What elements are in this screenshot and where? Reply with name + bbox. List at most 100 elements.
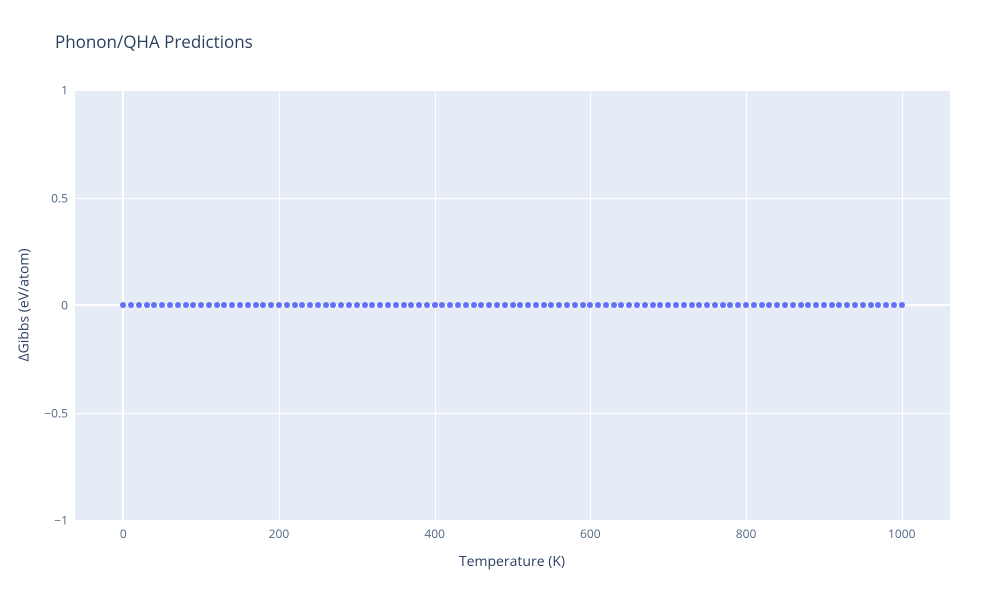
data-marker[interactable] bbox=[712, 302, 718, 308]
data-marker[interactable] bbox=[198, 302, 204, 308]
data-marker[interactable] bbox=[299, 302, 305, 308]
data-marker[interactable] bbox=[580, 302, 586, 308]
data-marker[interactable] bbox=[727, 302, 733, 308]
data-marker[interactable] bbox=[377, 302, 383, 308]
data-marker[interactable] bbox=[642, 302, 648, 308]
data-marker[interactable] bbox=[510, 302, 516, 308]
data-marker[interactable] bbox=[416, 302, 422, 308]
data-marker[interactable] bbox=[307, 302, 313, 308]
data-marker[interactable] bbox=[502, 302, 508, 308]
data-marker[interactable] bbox=[447, 302, 453, 308]
data-marker[interactable] bbox=[720, 302, 726, 308]
data-marker[interactable] bbox=[650, 302, 656, 308]
data-marker[interactable] bbox=[346, 302, 352, 308]
data-marker[interactable] bbox=[587, 302, 593, 308]
data-marker[interactable] bbox=[891, 302, 897, 308]
data-marker[interactable] bbox=[704, 302, 710, 308]
data-marker[interactable] bbox=[439, 302, 445, 308]
data-marker[interactable] bbox=[852, 302, 858, 308]
data-marker[interactable] bbox=[689, 302, 695, 308]
data-marker[interactable] bbox=[541, 302, 547, 308]
data-marker[interactable] bbox=[268, 302, 274, 308]
data-marker[interactable] bbox=[260, 302, 266, 308]
data-marker[interactable] bbox=[175, 302, 181, 308]
data-marker[interactable] bbox=[860, 302, 866, 308]
data-marker[interactable] bbox=[167, 302, 173, 308]
data-marker[interactable] bbox=[681, 302, 687, 308]
data-marker[interactable] bbox=[533, 302, 539, 308]
data-marker[interactable] bbox=[401, 302, 407, 308]
data-marker[interactable] bbox=[471, 302, 477, 308]
data-marker[interactable] bbox=[315, 302, 321, 308]
data-marker[interactable] bbox=[424, 302, 430, 308]
data-marker[interactable] bbox=[393, 302, 399, 308]
data-marker[interactable] bbox=[798, 302, 804, 308]
data-marker[interactable] bbox=[151, 302, 157, 308]
data-marker[interactable] bbox=[836, 302, 842, 308]
data-marker[interactable] bbox=[385, 302, 391, 308]
data-marker[interactable] bbox=[735, 302, 741, 308]
data-marker[interactable] bbox=[120, 302, 126, 308]
data-marker[interactable] bbox=[136, 302, 142, 308]
data-marker[interactable] bbox=[455, 302, 461, 308]
data-marker[interactable] bbox=[813, 302, 819, 308]
data-marker[interactable] bbox=[253, 302, 259, 308]
data-marker[interactable] bbox=[572, 302, 578, 308]
data-marker[interactable] bbox=[486, 302, 492, 308]
data-marker[interactable] bbox=[657, 302, 663, 308]
plot-area[interactable] bbox=[75, 90, 950, 520]
data-marker[interactable] bbox=[829, 302, 835, 308]
data-marker[interactable] bbox=[408, 302, 414, 308]
data-marker[interactable] bbox=[634, 302, 640, 308]
data-marker[interactable] bbox=[556, 302, 562, 308]
data-marker[interactable] bbox=[183, 302, 189, 308]
data-marker[interactable] bbox=[883, 302, 889, 308]
data-marker[interactable] bbox=[805, 302, 811, 308]
data-marker[interactable] bbox=[362, 302, 368, 308]
data-marker[interactable] bbox=[595, 302, 601, 308]
data-marker[interactable] bbox=[432, 302, 438, 308]
data-marker[interactable] bbox=[564, 302, 570, 308]
data-marker[interactable] bbox=[323, 302, 329, 308]
data-marker[interactable] bbox=[611, 302, 617, 308]
data-marker[interactable] bbox=[159, 302, 165, 308]
data-marker[interactable] bbox=[517, 302, 523, 308]
data-marker[interactable] bbox=[284, 302, 290, 308]
data-marker[interactable] bbox=[696, 302, 702, 308]
data-marker[interactable] bbox=[330, 302, 336, 308]
data-marker[interactable] bbox=[190, 302, 196, 308]
data-marker[interactable] bbox=[603, 302, 609, 308]
data-marker[interactable] bbox=[875, 302, 881, 308]
data-marker[interactable] bbox=[354, 302, 360, 308]
data-marker[interactable] bbox=[759, 302, 765, 308]
data-marker[interactable] bbox=[899, 302, 905, 308]
data-marker[interactable] bbox=[868, 302, 874, 308]
data-marker[interactable] bbox=[766, 302, 772, 308]
data-marker[interactable] bbox=[821, 302, 827, 308]
data-marker[interactable] bbox=[548, 302, 554, 308]
data-marker[interactable] bbox=[618, 302, 624, 308]
data-marker[interactable] bbox=[206, 302, 212, 308]
data-marker[interactable] bbox=[743, 302, 749, 308]
data-marker[interactable] bbox=[665, 302, 671, 308]
data-marker[interactable] bbox=[338, 302, 344, 308]
data-marker[interactable] bbox=[844, 302, 850, 308]
data-marker[interactable] bbox=[790, 302, 796, 308]
data-marker[interactable] bbox=[673, 302, 679, 308]
data-marker[interactable] bbox=[237, 302, 243, 308]
data-marker[interactable] bbox=[221, 302, 227, 308]
data-marker[interactable] bbox=[245, 302, 251, 308]
data-marker[interactable] bbox=[144, 302, 150, 308]
data-marker[interactable] bbox=[478, 302, 484, 308]
data-marker[interactable] bbox=[292, 302, 298, 308]
data-marker[interactable] bbox=[525, 302, 531, 308]
data-marker[interactable] bbox=[369, 302, 375, 308]
data-marker[interactable] bbox=[229, 302, 235, 308]
data-marker[interactable] bbox=[128, 302, 134, 308]
data-marker[interactable] bbox=[276, 302, 282, 308]
data-marker[interactable] bbox=[774, 302, 780, 308]
data-marker[interactable] bbox=[494, 302, 500, 308]
data-marker[interactable] bbox=[214, 302, 220, 308]
data-marker[interactable] bbox=[782, 302, 788, 308]
data-marker[interactable] bbox=[463, 302, 469, 308]
